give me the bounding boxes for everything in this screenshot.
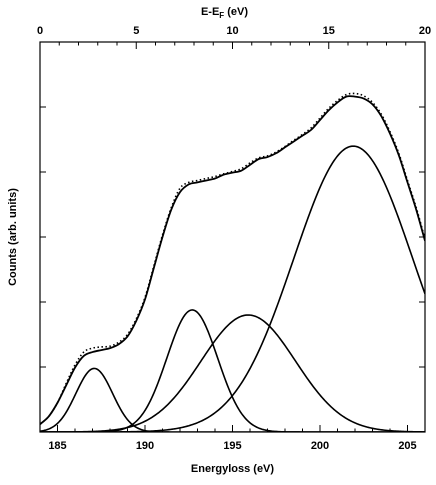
top-x-axis-title-main: E-E (201, 6, 219, 18)
gaussian-component (40, 309, 425, 432)
gaussian-component (40, 314, 425, 432)
x-tick-label: 195 (223, 440, 241, 452)
top-x-axis-title-subscript: F (219, 11, 224, 20)
x-tick-label: 200 (311, 440, 329, 452)
y-axis-title: Counts (arb. units) (7, 188, 19, 286)
x-tick-label: 185 (48, 440, 66, 452)
dotted-series-line (40, 92, 425, 425)
top-x-tick-label: 15 (323, 25, 335, 37)
top-x-tick-label: 0 (37, 25, 43, 37)
plot-area (39, 41, 426, 433)
x-tick-label: 205 (398, 440, 416, 452)
gaussian-component (40, 145, 425, 432)
top-x-tick-label: 10 (226, 25, 238, 37)
top-x-axis-title-unit: (eV) (224, 6, 248, 18)
top-x-axis-title: E-EF (eV) (201, 6, 248, 20)
x-tick-label: 190 (136, 440, 154, 452)
gaussian-component (40, 367, 425, 432)
top-x-tick-label: 20 (419, 25, 431, 37)
solid-series-line (40, 95, 425, 425)
top-x-tick-label: 5 (133, 25, 139, 37)
x-axis-title: Energyloss (eV) (191, 463, 274, 475)
